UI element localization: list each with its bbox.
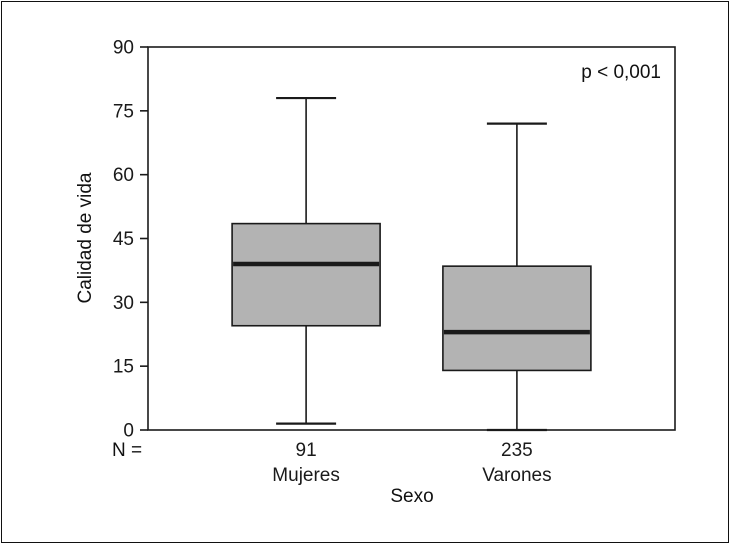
p-value-annotation: p < 0,001 [581,62,661,83]
y-tick-label: 90 [113,38,134,59]
category-label: Varones [482,465,551,486]
y-tick-label: 30 [113,293,134,314]
y-tick-label: 0 [123,421,134,442]
iqr-box [231,222,381,327]
category-label: Mujeres [272,465,340,486]
box-varones [442,122,592,432]
n-value: 91 [296,440,317,461]
n-equals-label: N = [112,440,143,461]
y-tick-label: 75 [113,101,134,122]
iqr-box [442,265,592,372]
y-tick-label: 45 [113,229,134,250]
y-tick-label: 15 [113,357,134,378]
y-axis-title: Calidad de vida [75,172,96,304]
box-mujeres [231,96,381,425]
y-tick-label: 60 [113,165,134,186]
plot-border [147,46,676,431]
y-axis: 0 15 30 45 60 75 90 [113,38,148,442]
x-axis-title: Sexo [390,486,434,507]
n-value: 235 [501,440,533,461]
